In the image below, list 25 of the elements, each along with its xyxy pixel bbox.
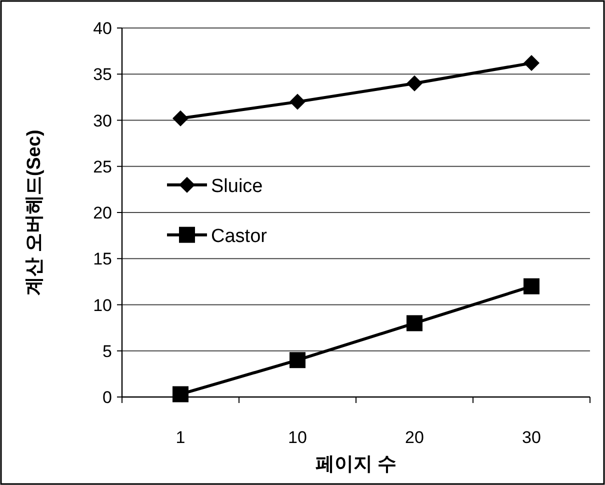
y-tick-label: 5	[102, 342, 112, 361]
point	[172, 110, 188, 126]
legend-label: Castor	[211, 226, 268, 247]
y-tick-label: 10	[93, 296, 112, 315]
x-tick-label: 1	[176, 428, 186, 447]
y-tick-label: 15	[93, 250, 112, 269]
point	[406, 315, 422, 332]
point	[406, 75, 422, 92]
point	[290, 94, 306, 110]
point	[524, 55, 540, 72]
y-tick-label: 40	[93, 19, 112, 38]
x-tick-label: 20	[405, 428, 424, 447]
y-tick-label: 35	[93, 65, 112, 84]
x-axis-title: 페이지 수	[315, 454, 397, 475]
y-tick-label: 20	[93, 204, 112, 222]
point	[290, 352, 306, 368]
x-tick-label: 10	[288, 428, 307, 447]
y-axis-title: 계산 오버헤드(Sec)	[24, 130, 45, 296]
y-tick-label: 0	[102, 388, 112, 407]
y-tick-label: 25	[93, 157, 112, 176]
point	[172, 386, 188, 402]
legend-label: Sluice	[211, 176, 263, 197]
y-tick-label: 30	[93, 111, 112, 130]
point	[524, 278, 540, 294]
x-tick-label: 30	[522, 428, 541, 447]
